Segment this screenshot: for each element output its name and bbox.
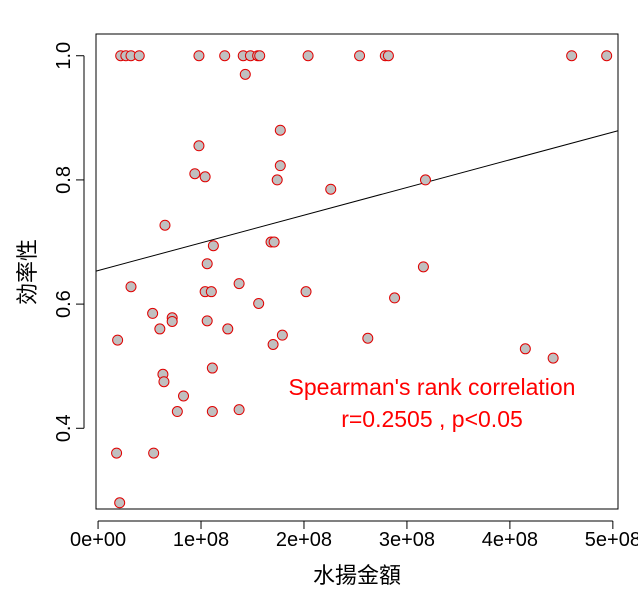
x-tick-label: 3e+08 — [379, 529, 435, 551]
data-point — [271, 174, 283, 186]
x-axis-title: 水揚金額 — [313, 564, 401, 589]
x-tick-label: 2e+08 — [276, 529, 332, 551]
data-point — [166, 315, 178, 327]
data-point — [219, 50, 231, 62]
data-point — [268, 236, 280, 248]
data-point — [233, 404, 245, 416]
data-point — [178, 390, 190, 402]
data-point — [222, 323, 234, 335]
data-point — [566, 50, 578, 62]
data-point — [201, 258, 213, 270]
points-layer — [111, 50, 613, 509]
data-point — [133, 50, 145, 62]
data-point — [147, 307, 159, 319]
data-point — [114, 497, 126, 509]
data-point — [302, 50, 314, 62]
trend-line-layer — [95, 130, 619, 272]
data-point — [300, 286, 312, 298]
annotation-line-2: r=0.2505 , p<0.05 — [341, 406, 523, 432]
data-point — [519, 343, 531, 355]
data-point — [274, 160, 286, 172]
data-point — [205, 286, 217, 298]
x-tick-label: 0e+00 — [70, 529, 126, 551]
trend-line — [95, 130, 619, 272]
data-point — [601, 50, 613, 62]
data-point — [233, 278, 245, 290]
data-point — [206, 362, 218, 374]
y-tick-label: 0.4 — [53, 414, 75, 442]
plot-frame — [95, 33, 619, 510]
data-point — [154, 323, 166, 335]
data-point — [382, 50, 394, 62]
data-point — [193, 50, 205, 62]
data-point — [201, 315, 213, 327]
y-tick-label: 0.6 — [53, 290, 75, 318]
annotation-line-1: Spearman's rank correlation — [289, 374, 576, 400]
x-tick-label: 1e+08 — [173, 529, 229, 551]
data-point — [207, 240, 219, 252]
x-tick-label: 4e+08 — [482, 529, 538, 551]
data-point — [253, 297, 265, 309]
data-point — [389, 292, 401, 304]
data-point — [417, 261, 429, 273]
data-point — [159, 219, 171, 231]
data-point — [254, 50, 266, 62]
data-point — [199, 171, 211, 183]
data-point — [148, 447, 160, 459]
x-axis: 0e+00 1e+08 2e+08 3e+08 4e+08 5e+08 — [70, 520, 638, 551]
y-tick-label: 0.8 — [53, 166, 75, 194]
data-point — [267, 338, 279, 350]
data-point — [419, 174, 431, 186]
x-tick-label: 5e+08 — [585, 529, 638, 551]
data-point — [158, 376, 170, 388]
data-point — [193, 140, 205, 152]
data-point — [325, 183, 337, 195]
data-point — [239, 68, 251, 80]
y-tick-label: 1.0 — [53, 42, 75, 70]
data-point — [171, 406, 183, 418]
data-point — [274, 124, 286, 136]
y-axis-title: 効率性 — [16, 239, 41, 305]
data-point — [111, 447, 123, 459]
y-axis: 0.4 0.6 0.8 1.0 — [53, 42, 85, 442]
data-point — [112, 334, 124, 346]
data-point — [189, 168, 201, 180]
data-point — [125, 281, 137, 293]
data-point — [362, 332, 374, 344]
data-point — [206, 406, 218, 418]
data-point — [354, 50, 366, 62]
data-point — [547, 352, 559, 364]
data-point — [276, 329, 288, 341]
